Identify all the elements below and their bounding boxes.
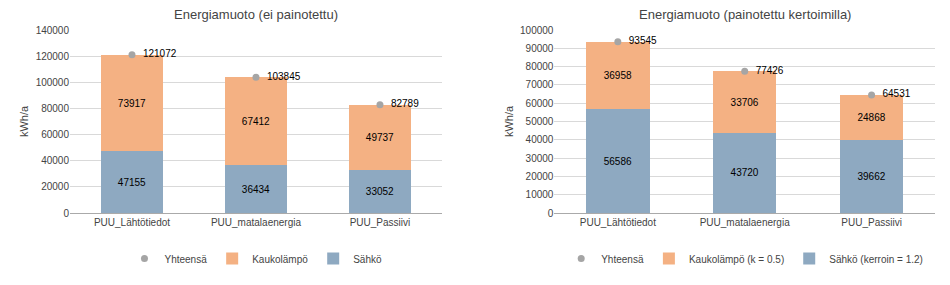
svg-text:77426: 77426 — [750, 65, 784, 76]
svg-text:36958: 36958 — [604, 70, 632, 81]
svg-text:40000: 40000 — [41, 155, 69, 166]
svg-text:Energiamuoto (painotettu kerto: Energiamuoto (painotettu kertoimilla) — [639, 7, 851, 22]
svg-text:64531: 64531 — [877, 88, 911, 99]
svg-text:33706: 33706 — [731, 97, 759, 108]
svg-text:120000: 120000 — [36, 51, 70, 62]
svg-text:90000: 90000 — [526, 43, 554, 54]
svg-text:Sähkö: Sähkö — [353, 254, 382, 265]
svg-text:Kaukolämpö: Kaukolämpö — [252, 254, 308, 265]
svg-text:47155: 47155 — [118, 177, 146, 188]
svg-text:100000: 100000 — [520, 25, 554, 36]
svg-text:140000: 140000 — [36, 25, 70, 36]
svg-text:PUU_matalaenergia: PUU_matalaenergia — [700, 217, 790, 228]
svg-text:Kaukolämpö (k = 0.5): Kaukolämpö (k = 0.5) — [689, 254, 784, 265]
svg-text:0: 0 — [63, 208, 69, 219]
svg-text:Yhteensä: Yhteensä — [601, 254, 644, 265]
svg-text:43720: 43720 — [731, 167, 759, 178]
svg-text:PUU_Lähtötiedot: PUU_Lähtötiedot — [580, 217, 656, 228]
svg-text:30000: 30000 — [526, 153, 554, 164]
svg-text:36434: 36434 — [242, 184, 270, 195]
svg-text:PUU_matalaenergia: PUU_matalaenergia — [211, 217, 301, 228]
svg-text:24868: 24868 — [857, 112, 885, 123]
svg-text:39662: 39662 — [857, 171, 885, 182]
svg-text:kWh/a: kWh/a — [18, 105, 30, 137]
svg-text:82789: 82789 — [385, 98, 419, 109]
svg-text:50000: 50000 — [526, 116, 554, 127]
svg-text:80000: 80000 — [41, 103, 69, 114]
svg-text:100000: 100000 — [36, 77, 70, 88]
svg-text:40000: 40000 — [526, 134, 554, 145]
svg-text:121072: 121072 — [137, 48, 176, 59]
svg-text:56586: 56586 — [604, 156, 632, 167]
svg-text:0: 0 — [548, 208, 554, 219]
svg-text:93545: 93545 — [623, 35, 657, 46]
svg-text:PUU_Passiivi: PUU_Passiivi — [350, 217, 411, 228]
svg-text:80000: 80000 — [526, 61, 554, 72]
svg-text:10000: 10000 — [526, 189, 554, 200]
svg-text:kWh/a: kWh/a — [503, 105, 515, 137]
svg-text:67412: 67412 — [242, 116, 270, 127]
svg-text:60000: 60000 — [526, 98, 554, 109]
svg-text:60000: 60000 — [41, 129, 69, 140]
svg-text:20000: 20000 — [41, 181, 69, 192]
svg-text:PUU_Passiivi: PUU_Passiivi — [841, 217, 902, 228]
svg-text:33052: 33052 — [366, 186, 394, 197]
svg-text:PUU_Lähtötiedot: PUU_Lähtötiedot — [94, 217, 170, 228]
svg-text:Sähkö (kerroin = 1.2): Sähkö (kerroin = 1.2) — [829, 254, 923, 265]
svg-text:Yhteensä: Yhteensä — [164, 254, 207, 265]
svg-text:103845: 103845 — [261, 71, 300, 82]
svg-text:73917: 73917 — [118, 98, 146, 109]
svg-text:70000: 70000 — [526, 79, 554, 90]
svg-text:20000: 20000 — [526, 171, 554, 182]
svg-text:Energiamuoto (ei painotettu): Energiamuoto (ei painotettu) — [174, 7, 338, 22]
svg-text:49737: 49737 — [366, 132, 394, 143]
